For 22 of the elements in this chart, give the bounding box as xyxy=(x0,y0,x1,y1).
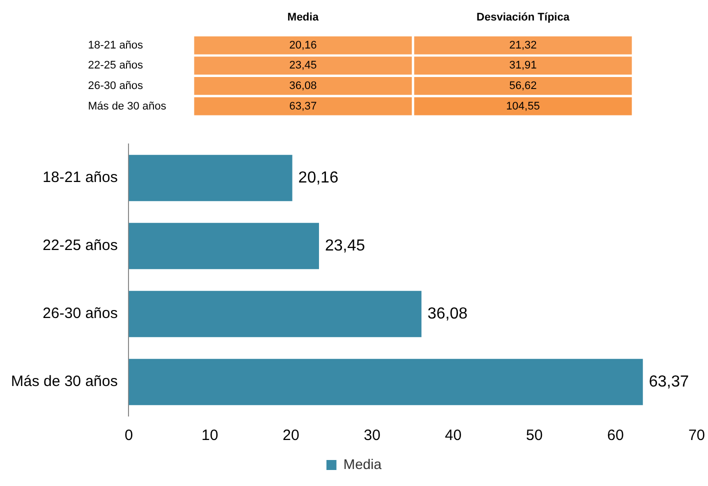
data-label: 36,08 xyxy=(427,305,468,322)
y-tick-label: 18-21 años xyxy=(42,169,118,186)
x-tick-label: 0 xyxy=(124,427,133,444)
x-tick-label: 10 xyxy=(202,427,218,444)
y-tick-label: 26-30 años xyxy=(42,305,118,322)
y-tick-label: 22-25 años xyxy=(42,237,118,254)
y-tick-label: Más de 30 años xyxy=(10,373,118,390)
x-tick-label: 60 xyxy=(607,427,624,444)
data-label: 63,37 xyxy=(648,373,690,390)
y-tick-label: 18-21 años xyxy=(88,39,144,52)
x-tick-label: 20 xyxy=(282,427,300,444)
data-label: 20,16 xyxy=(298,169,338,186)
x-tick-label: 50 xyxy=(526,427,543,444)
x-tick-label: 30 xyxy=(364,427,380,444)
y-tick-label: 22-25 años xyxy=(88,60,144,72)
x-tick-label: 40 xyxy=(444,427,462,444)
x-tick-label: 70 xyxy=(688,427,705,444)
y-tick-label: 26-30 años xyxy=(88,80,144,92)
legend-label: Media xyxy=(343,456,382,472)
y-tick-label: Más de 30 años xyxy=(88,100,167,112)
x-tick-label: Desviación Típica xyxy=(476,12,570,24)
data-label: 23,45 xyxy=(324,237,366,254)
